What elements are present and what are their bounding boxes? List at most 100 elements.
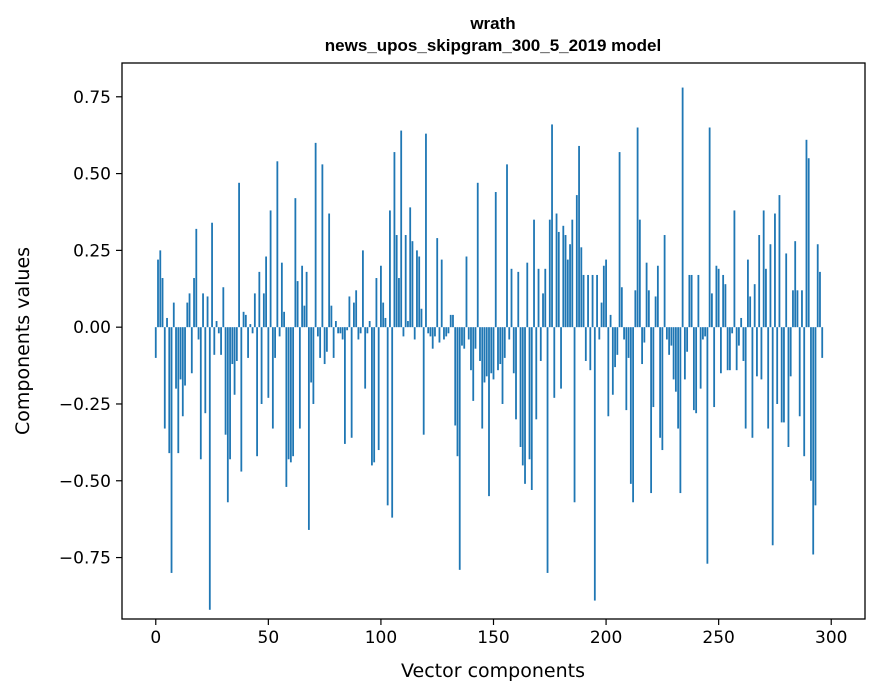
bar: [321, 164, 324, 328]
bar: [163, 327, 166, 429]
bar: [253, 293, 256, 328]
bar: [560, 327, 562, 389]
bar: [571, 219, 574, 328]
bar: [337, 327, 340, 334]
bar: [587, 274, 589, 328]
bar: [701, 327, 704, 340]
bar: [681, 87, 684, 328]
bar: [231, 327, 234, 365]
bar: [458, 327, 461, 570]
bar: [476, 182, 479, 328]
bar: [573, 327, 576, 503]
bar: [656, 265, 659, 328]
bar: [479, 327, 481, 361]
bar: [283, 311, 286, 328]
bar: [213, 327, 216, 355]
bar: [262, 293, 265, 328]
bar: [785, 253, 788, 328]
bar: [731, 327, 734, 334]
bar: [188, 293, 191, 328]
bar: [499, 327, 502, 365]
bar: [287, 327, 290, 460]
bar: [704, 327, 707, 337]
bar: [166, 317, 168, 328]
bar: [206, 296, 209, 328]
bar: [645, 262, 648, 328]
bar: [569, 244, 571, 328]
bar: [663, 235, 666, 328]
bar: [274, 327, 276, 358]
bar: [778, 195, 781, 328]
bar: [316, 327, 319, 337]
bar: [807, 158, 810, 328]
bar: [332, 327, 335, 358]
bar: [296, 281, 299, 328]
x-tick-label: 300: [815, 628, 847, 648]
bar: [371, 327, 373, 466]
bar: [488, 327, 490, 497]
bar: [305, 271, 308, 328]
bar: [692, 327, 695, 411]
bar: [677, 327, 680, 429]
chart-title: wrath: [469, 14, 515, 33]
bar: [294, 198, 297, 328]
bar: [533, 219, 535, 328]
bar: [400, 130, 403, 328]
bar: [789, 327, 792, 377]
y-tick-label: 0.75: [73, 88, 111, 108]
bar: [744, 327, 747, 429]
bar: [602, 265, 605, 328]
bar: [413, 327, 416, 340]
bar: [674, 327, 677, 392]
bar: [627, 327, 630, 358]
bar: [445, 327, 448, 337]
bar: [247, 327, 249, 358]
bar: [391, 327, 394, 518]
bar: [537, 268, 540, 328]
bar: [364, 327, 367, 389]
y-tick-label: 0.25: [73, 241, 111, 261]
bar: [528, 327, 531, 460]
bar: [190, 327, 193, 374]
bar: [521, 327, 524, 466]
bar: [683, 327, 686, 380]
bar: [485, 327, 488, 377]
bar: [798, 327, 801, 417]
bar: [215, 321, 218, 328]
bar: [749, 296, 752, 328]
bar: [226, 327, 229, 503]
x-axis-label: Vector components: [401, 660, 585, 682]
bar: [767, 327, 770, 429]
bar: [747, 259, 749, 328]
bar: [179, 327, 182, 380]
bar: [542, 293, 544, 328]
x-tick-label: 50: [258, 628, 280, 648]
bar: [551, 124, 553, 328]
bar: [348, 296, 351, 328]
bar: [589, 327, 592, 371]
bar: [204, 327, 207, 414]
bar: [665, 327, 668, 340]
bar: [483, 327, 486, 383]
bar: [222, 287, 225, 328]
bar: [618, 152, 621, 328]
bar: [742, 327, 745, 361]
bar: [717, 268, 720, 328]
bar: [211, 222, 213, 328]
bar: [395, 235, 398, 328]
bar: [555, 213, 558, 328]
bar: [686, 327, 689, 352]
chart-subtitle: news_upos_skipgram_300_5_2019 model: [325, 36, 661, 55]
bar: [202, 293, 204, 328]
bar: [474, 327, 477, 349]
bar: [566, 259, 569, 328]
bar: [377, 327, 380, 451]
bar: [490, 327, 493, 374]
bar: [611, 327, 614, 395]
bar: [695, 327, 698, 414]
bar: [562, 225, 565, 328]
bar: [575, 195, 578, 328]
bar: [244, 314, 247, 328]
bar: [350, 327, 353, 438]
